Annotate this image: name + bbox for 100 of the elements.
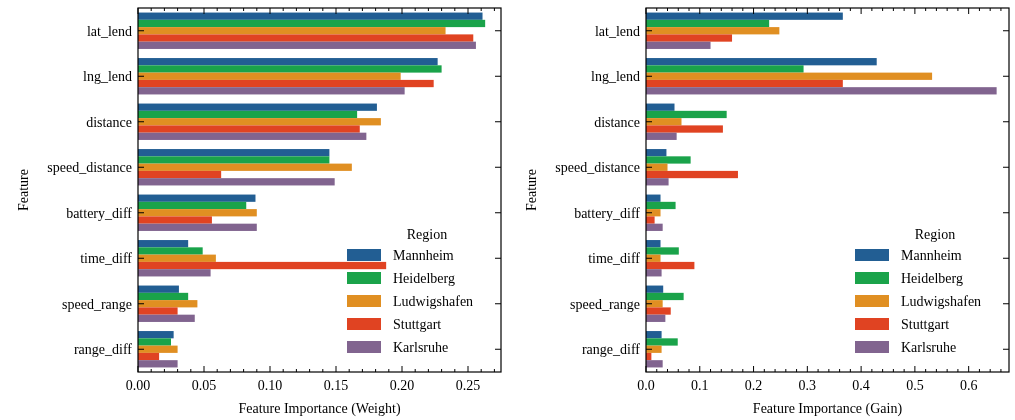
y-tick-label: time_diff (588, 251, 641, 267)
y-tick-label: battery_diff (66, 205, 133, 221)
bar (138, 87, 405, 95)
legend-label: Mannheim (393, 248, 454, 263)
y-tick-label: range_diff (73, 342, 133, 358)
bar (138, 125, 360, 133)
legend-label: Stuttgart (393, 317, 442, 332)
legend-label: Ludwigshafen (901, 294, 982, 309)
x-tick-label: 0.10 (257, 378, 283, 393)
legend-title: Region (914, 227, 956, 242)
bar (646, 19, 770, 28)
bar (646, 247, 679, 255)
bar (646, 125, 723, 133)
bar (138, 170, 222, 179)
bar (646, 103, 675, 111)
bar (138, 27, 446, 35)
y-tick-label: lat_lend (86, 23, 132, 39)
bar (138, 247, 203, 255)
bar (138, 216, 212, 224)
legend-title: Region (406, 227, 448, 242)
bar (646, 156, 691, 164)
bar (138, 285, 179, 293)
bar (138, 300, 198, 308)
y-tick-label: time_diff (80, 251, 133, 267)
bar (138, 338, 171, 346)
bar (138, 12, 483, 20)
y-axis-title: Feature (524, 169, 539, 211)
bar (646, 79, 843, 88)
bar (646, 285, 664, 293)
x-axis-title: Feature Importance (Gain) (752, 401, 903, 417)
bar (138, 254, 216, 262)
x-tick-label: 0.15 (323, 378, 349, 393)
bar (646, 292, 684, 301)
x-tick-label: 0.20 (389, 378, 415, 393)
bar (138, 118, 381, 126)
y-axis-title: Feature (16, 169, 31, 211)
legend-label: Heidelberg (393, 271, 455, 286)
bar (138, 72, 401, 80)
bar (646, 360, 663, 368)
bar (138, 261, 387, 270)
y-tick-label: lng_lend (83, 69, 132, 85)
bar (138, 79, 434, 88)
y-tick-label: distance (594, 114, 640, 130)
x-tick-label: 0.5 (906, 378, 924, 393)
bar (138, 41, 476, 49)
bar (138, 352, 160, 361)
legend-label: Ludwigshafen (393, 294, 474, 309)
bar (138, 110, 358, 119)
bar (646, 331, 662, 339)
bar (646, 194, 661, 202)
x-tick-label: 0.0 (637, 378, 655, 393)
x-tick-label: 0.6 (959, 378, 978, 393)
bar (138, 360, 178, 368)
y-tick-label: distance (86, 114, 132, 130)
bar (138, 331, 174, 339)
bar (646, 338, 678, 346)
y-tick-label: speed_distance (47, 160, 132, 176)
y-tick-label: battery_diff (574, 205, 641, 221)
x-tick-label: 0.25 (455, 378, 481, 393)
y-tick-label: range_diff (581, 342, 641, 358)
bar (138, 132, 367, 140)
bar (138, 194, 256, 202)
bar (138, 58, 438, 66)
bar (646, 87, 997, 95)
x-axis-title: Feature Importance (Weight) (238, 401, 401, 417)
bar (646, 12, 843, 20)
bar (646, 307, 671, 315)
x-tick-label: 0.00 (125, 378, 151, 393)
legend-label: Karlsruhe (901, 340, 957, 355)
legend-label: Stuttgart (901, 317, 950, 332)
y-tick-label: speed_distance (555, 160, 640, 176)
bar (646, 72, 933, 80)
bar (138, 269, 211, 277)
legend-label: Mannheim (901, 248, 962, 263)
bar (646, 223, 663, 231)
bar (138, 201, 247, 210)
legend-label: Heidelberg (901, 271, 963, 286)
bar (646, 216, 655, 224)
x-tick-label: 0.3 (798, 378, 817, 393)
bar (138, 345, 178, 353)
bar (646, 269, 662, 277)
y-tick-label: lat_lend (594, 23, 640, 39)
bar (646, 27, 780, 35)
y-tick-label: speed_range (62, 296, 132, 312)
bar (646, 201, 676, 210)
x-tick-label: 0.4 (852, 378, 870, 393)
bar (646, 240, 661, 248)
bar (138, 149, 330, 157)
bar (646, 261, 695, 270)
bar (646, 110, 727, 119)
bar (138, 223, 257, 231)
bar (138, 209, 257, 217)
bar (138, 292, 189, 301)
bar (646, 118, 682, 126)
legend-label: Karlsruhe (393, 340, 449, 355)
bar (138, 307, 178, 315)
bar (138, 163, 352, 171)
x-tick-label: 0.2 (744, 378, 763, 393)
bar (138, 178, 335, 186)
y-tick-label: speed_range (570, 296, 640, 312)
